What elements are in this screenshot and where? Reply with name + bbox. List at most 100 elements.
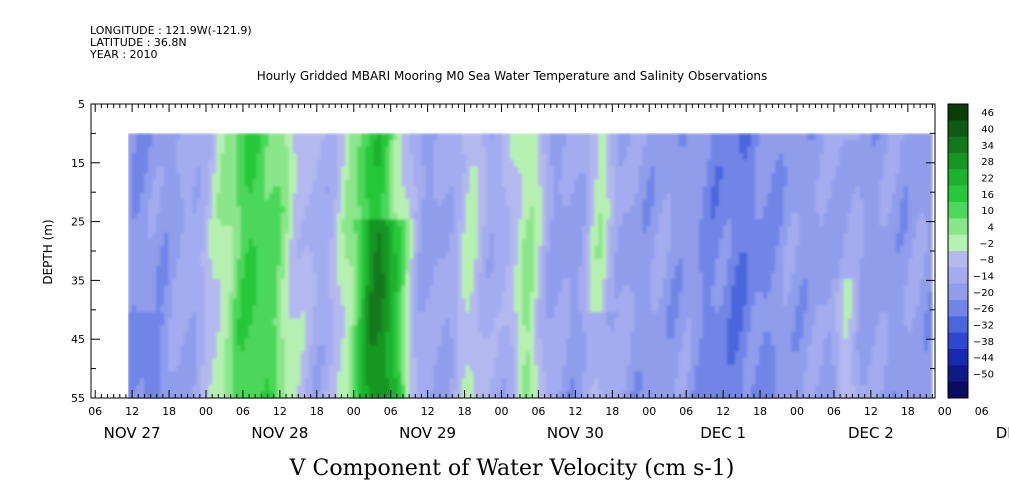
heatmap-cell [570,153,575,161]
heatmap-cell [337,325,342,333]
heatmap-cell [292,206,298,214]
heatmap-cell [525,219,531,227]
heatmap-cell [220,259,226,267]
heatmap-cell [284,186,290,194]
heatmap-cell [437,206,443,214]
heatmap-cell [232,159,238,168]
heatmap-cell [421,259,427,267]
heatmap-cell [208,212,214,220]
heatmap-cell [220,325,226,333]
heatmap-cell [353,285,358,293]
heatmap-cell [184,239,189,247]
heatmap-cell [284,331,290,340]
heatmap-cell [144,239,149,247]
heatmap-cell [312,371,318,379]
heatmap-cell [172,239,177,247]
heatmap-cell [353,219,358,227]
heatmap-cell [449,371,455,379]
heatmap-cell [260,318,266,326]
heatmap-cell [236,239,242,247]
heatmap-cell [550,206,555,214]
heatmap-cell [224,331,230,340]
heatmap-cell [140,239,145,247]
heatmap-cell [228,272,234,280]
heatmap-cell [445,173,451,181]
heatmap-cell [409,292,415,300]
heatmap-cell [361,272,366,280]
heatmap-cell [525,140,531,148]
heatmap-cell [256,219,262,227]
heatmap-cell [260,278,266,287]
heatmap-cell [530,166,535,174]
heatmap-cell [525,259,531,267]
heatmap-cell [212,166,218,174]
heatmap-cell [578,265,583,273]
heatmap-cell [236,391,242,399]
heatmap-cell [288,186,294,194]
heatmap-cell [260,331,266,340]
heatmap-cell [337,338,342,346]
heatmap-cell [566,226,571,234]
heatmap-cell [465,212,471,220]
heatmap-cell [341,212,346,220]
heatmap-cell [164,272,169,280]
heatmap-cell [610,186,616,194]
heatmap-cell [280,206,286,214]
heatmap-cell [260,384,266,392]
heatmap-cell [248,173,254,181]
heatmap-cell [300,153,306,161]
heatmap-cell [172,331,177,340]
heatmap-cell [525,226,531,234]
heatmap-cell [457,186,463,194]
heatmap-cell [501,371,507,379]
heatmap-cell [168,358,173,366]
heatmap-cell [578,219,583,227]
heatmap-cell [449,146,455,154]
heatmap-cell [501,219,507,227]
heatmap-cell [196,259,201,267]
heatmap-cell [582,325,587,333]
heatmap-cell [501,259,507,267]
heatmap-cell [465,345,471,353]
heatmap-cell [409,331,415,340]
heatmap-cell [296,378,302,386]
heatmap-cell [497,159,503,168]
heatmap-cell [509,371,515,379]
heatmap-cell [582,298,587,306]
heatmap-cell [248,298,254,306]
heatmap-cell [296,146,302,154]
heatmap-cell [349,192,354,201]
heatmap-cell [216,146,222,154]
heatmap-cell [546,292,551,300]
heatmap-cell [216,166,222,174]
heatmap-cell [493,358,499,366]
heatmap-cell [288,391,294,399]
heatmap-cell [489,146,495,154]
heatmap-cell [216,232,222,240]
heatmap-cell [204,364,209,373]
heatmap-cell [429,173,435,181]
heatmap-cell [473,305,479,313]
heatmap-cell [140,384,145,392]
heatmap-cell [156,292,161,300]
heatmap-cell [509,226,515,234]
heatmap-cell [236,212,242,220]
heatmap-cell [517,312,523,320]
heatmap-cell [152,384,157,392]
heatmap-cell [606,285,611,293]
heatmap-cell [425,285,431,293]
heatmap-cell [614,159,620,168]
heatmap-cell [457,133,463,141]
heatmap-cell [517,351,523,359]
heatmap-cell [570,206,575,214]
heatmap-cell [562,133,567,141]
heatmap-cell [393,232,398,240]
heatmap-cell [136,159,141,168]
heatmap-cell [152,133,157,141]
heatmap-cell [164,371,169,379]
heatmap-cell [405,179,410,187]
heatmap-cell [128,345,133,353]
heatmap-cell [220,166,226,174]
heatmap-cell [200,199,205,207]
heatmap-cell [582,252,587,260]
